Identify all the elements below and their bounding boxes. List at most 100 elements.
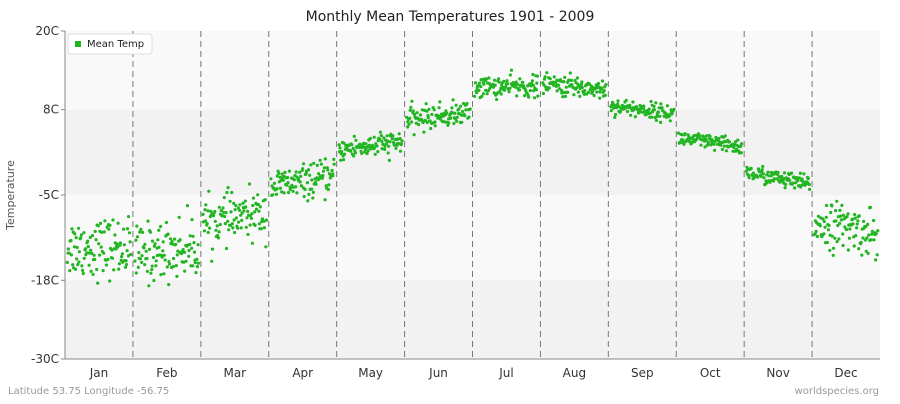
data-point xyxy=(502,88,507,92)
data-point xyxy=(81,268,85,272)
data-point xyxy=(806,176,810,181)
data-point xyxy=(239,226,243,230)
data-point xyxy=(104,263,108,267)
data-point xyxy=(192,250,197,254)
data-point xyxy=(731,149,735,153)
data-point xyxy=(286,176,290,180)
data-point xyxy=(846,212,850,216)
data-point xyxy=(468,107,472,111)
data-point xyxy=(360,151,364,155)
data-point xyxy=(106,257,110,262)
data-point xyxy=(195,265,199,269)
data-point xyxy=(99,221,103,225)
data-point xyxy=(460,109,465,114)
data-point xyxy=(319,162,323,166)
data-point xyxy=(79,233,83,237)
data-point xyxy=(703,145,707,149)
data-point xyxy=(234,216,238,220)
data-point xyxy=(283,170,287,174)
data-point xyxy=(463,114,467,118)
data-point xyxy=(638,110,643,114)
data-point xyxy=(650,115,654,119)
data-point xyxy=(87,251,91,255)
data-point xyxy=(783,186,787,190)
data-point xyxy=(190,246,194,250)
data-point xyxy=(514,85,518,89)
legend-swatch xyxy=(75,41,81,47)
data-point xyxy=(101,269,105,273)
data-point xyxy=(507,90,511,94)
data-point xyxy=(282,191,286,195)
data-point xyxy=(354,138,358,142)
data-point xyxy=(281,178,285,182)
data-point xyxy=(570,83,574,87)
data-point xyxy=(353,151,357,155)
data-point xyxy=(712,142,716,146)
data-point xyxy=(834,209,838,213)
data-point xyxy=(372,146,376,150)
data-point xyxy=(123,265,128,269)
data-point xyxy=(545,71,549,75)
data-point xyxy=(274,192,278,196)
data-point xyxy=(563,75,567,79)
data-point xyxy=(149,271,153,275)
data-point xyxy=(84,247,88,251)
data-point xyxy=(352,154,356,158)
data-point xyxy=(343,152,347,156)
data-point xyxy=(766,170,770,174)
data-point xyxy=(532,89,536,93)
data-point xyxy=(613,112,618,117)
data-point xyxy=(233,230,237,235)
data-point xyxy=(552,83,556,87)
data-point xyxy=(717,136,721,141)
data-point xyxy=(339,158,343,162)
data-point xyxy=(196,261,200,265)
data-point xyxy=(108,279,112,283)
data-point xyxy=(410,99,414,103)
data-point xyxy=(756,175,760,179)
data-point xyxy=(157,228,161,232)
data-point xyxy=(818,224,822,228)
data-point xyxy=(557,87,562,91)
data-point xyxy=(137,251,141,255)
data-point xyxy=(312,161,316,165)
data-point xyxy=(182,250,187,254)
data-point xyxy=(113,233,117,237)
data-point xyxy=(305,181,309,185)
data-point xyxy=(385,134,389,138)
data-point xyxy=(429,126,433,131)
data-point xyxy=(670,112,674,116)
data-point xyxy=(249,216,253,220)
data-point xyxy=(409,105,413,109)
data-point xyxy=(868,205,873,209)
data-point xyxy=(776,170,780,175)
data-point xyxy=(251,203,255,208)
data-point xyxy=(77,260,81,264)
data-point xyxy=(822,219,826,224)
data-point xyxy=(162,272,166,276)
data-point xyxy=(223,214,227,219)
data-point xyxy=(834,219,838,223)
data-point xyxy=(85,251,89,255)
data-point xyxy=(178,238,182,242)
data-point xyxy=(140,260,144,264)
data-point xyxy=(340,150,344,154)
data-point xyxy=(383,144,387,148)
data-point xyxy=(624,98,628,102)
data-point xyxy=(280,190,284,194)
data-point xyxy=(133,259,137,263)
data-point xyxy=(368,136,372,141)
data-point xyxy=(205,222,209,226)
data-point xyxy=(547,86,551,90)
data-point xyxy=(857,214,861,218)
data-point xyxy=(855,226,859,230)
data-point xyxy=(150,239,155,243)
data-point xyxy=(425,109,429,113)
data-point xyxy=(465,101,469,106)
data-point xyxy=(306,199,310,203)
data-point xyxy=(561,95,565,99)
data-point xyxy=(405,115,409,119)
data-point xyxy=(246,232,250,237)
data-point xyxy=(869,238,873,242)
